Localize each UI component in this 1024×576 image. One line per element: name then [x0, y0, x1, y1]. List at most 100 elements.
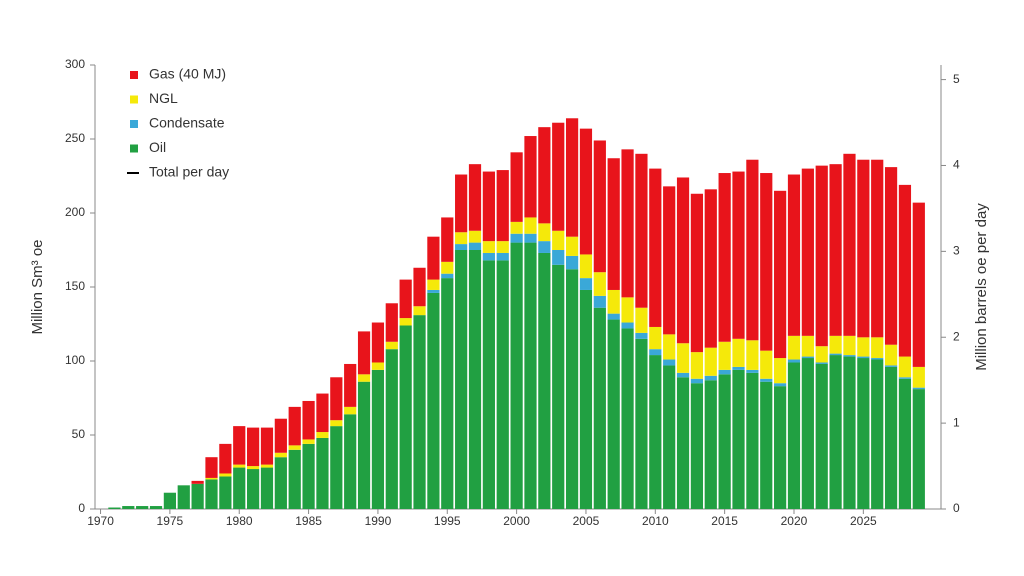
- bar-segment: [565, 255, 579, 270]
- x-tick-label: 1975: [157, 514, 184, 528]
- bar-segment: [663, 334, 676, 360]
- bar-segment: [760, 381, 773, 509]
- bar-segment: [413, 315, 426, 509]
- bar-segment: [371, 322, 385, 363]
- bar-segment: [815, 363, 828, 509]
- bar-segment: [593, 140, 606, 273]
- bar-segment: [274, 452, 287, 458]
- bar-segment: [191, 483, 204, 509]
- bar-segment: [510, 242, 523, 509]
- bar-segment: [496, 241, 509, 253]
- bar-segment: [344, 406, 357, 415]
- bar-segment: [399, 318, 412, 326]
- bar-segment: [579, 289, 593, 509]
- bar-segment: [593, 307, 606, 509]
- bar-segment: [149, 506, 163, 509]
- bar-segment: [787, 359, 801, 363]
- bar-segment: [760, 350, 773, 379]
- bar-segment: [316, 432, 329, 438]
- bar-segment: [496, 170, 509, 242]
- x-tick-label: 1970: [87, 514, 114, 528]
- bar-segment: [676, 177, 690, 344]
- bar-segment: [912, 366, 925, 388]
- bar-segment: [510, 221, 523, 234]
- bar-segment: [441, 273, 454, 279]
- bar-segment: [732, 366, 745, 370]
- bar-segment: [857, 358, 870, 509]
- bar-segment: [482, 252, 495, 261]
- bar-segment: [427, 292, 440, 509]
- bar-segment: [843, 355, 856, 357]
- bar-segment: [524, 217, 537, 234]
- bar-segment: [482, 171, 495, 242]
- bar-segment: [468, 250, 482, 509]
- bar-segment: [801, 168, 814, 336]
- bar-segment: [205, 477, 218, 480]
- bar-segment: [496, 252, 509, 261]
- x-tick-label: 1985: [295, 514, 322, 528]
- y2-tick-label: 3: [953, 244, 960, 258]
- bar-segment: [843, 356, 856, 509]
- bar-segment: [912, 387, 925, 390]
- bar-segment: [760, 378, 773, 382]
- legend-label: Total per day: [149, 164, 229, 180]
- bar-segment: [344, 414, 357, 509]
- bar-segment: [815, 165, 828, 347]
- bar-segment: [718, 173, 731, 342]
- x-tick-label: 1995: [434, 514, 461, 528]
- bar-segment: [857, 337, 870, 357]
- bar-segment: [607, 289, 620, 314]
- bar-segment: [302, 400, 315, 440]
- bar-segment: [912, 389, 925, 509]
- bar-segment: [815, 362, 828, 364]
- legend-swatch: [130, 71, 138, 79]
- legend-swatch: [130, 144, 138, 153]
- bar-segment: [593, 272, 606, 296]
- bar-segment: [538, 223, 551, 242]
- bar-segment: [676, 372, 690, 378]
- bar-segment: [829, 164, 842, 336]
- y-tick-label: 100: [65, 353, 85, 367]
- bar-segment: [247, 469, 260, 509]
- bar-segment: [468, 164, 482, 231]
- bar-segment: [344, 363, 357, 407]
- bar-segment: [732, 171, 745, 339]
- bar-segment: [219, 443, 232, 474]
- bar-segment: [177, 485, 190, 509]
- x-tick-label: 2020: [781, 514, 808, 528]
- bar-segment: [330, 377, 343, 421]
- bar-segment: [191, 480, 204, 484]
- bar-segment: [455, 174, 468, 233]
- bar-segment: [871, 358, 884, 360]
- bar-segment: [510, 233, 523, 243]
- bar-segment: [274, 457, 287, 509]
- bar-segment: [205, 457, 218, 478]
- legend-label: Condensate: [149, 115, 225, 131]
- x-tick-label: 2010: [642, 514, 669, 528]
- bar-segment: [774, 358, 787, 384]
- bar-segment: [496, 260, 509, 509]
- bar-segment: [565, 269, 579, 509]
- bar-segment: [122, 506, 135, 509]
- bar-segment: [538, 252, 551, 509]
- legend-label: NGL: [149, 90, 178, 106]
- legend-swatch: [130, 95, 138, 104]
- bar-segment: [635, 338, 648, 509]
- bar-segment: [912, 202, 925, 367]
- x-tick-label: 2000: [503, 514, 530, 528]
- bar-segment: [538, 241, 551, 253]
- bar-segment: [884, 167, 898, 345]
- bar-segment: [357, 381, 371, 509]
- bar-segment: [801, 356, 814, 359]
- bar-segment: [371, 369, 385, 509]
- bar-segment: [857, 356, 870, 359]
- bar-segment: [413, 306, 426, 316]
- bar-segment: [884, 365, 898, 367]
- bar-segment: [385, 341, 398, 350]
- bar-segment: [774, 190, 787, 359]
- bar-segment: [441, 261, 454, 274]
- bar-segment: [884, 344, 898, 366]
- bar-segment: [330, 420, 343, 427]
- bar-segment: [413, 267, 426, 307]
- bar-segment: [288, 449, 301, 509]
